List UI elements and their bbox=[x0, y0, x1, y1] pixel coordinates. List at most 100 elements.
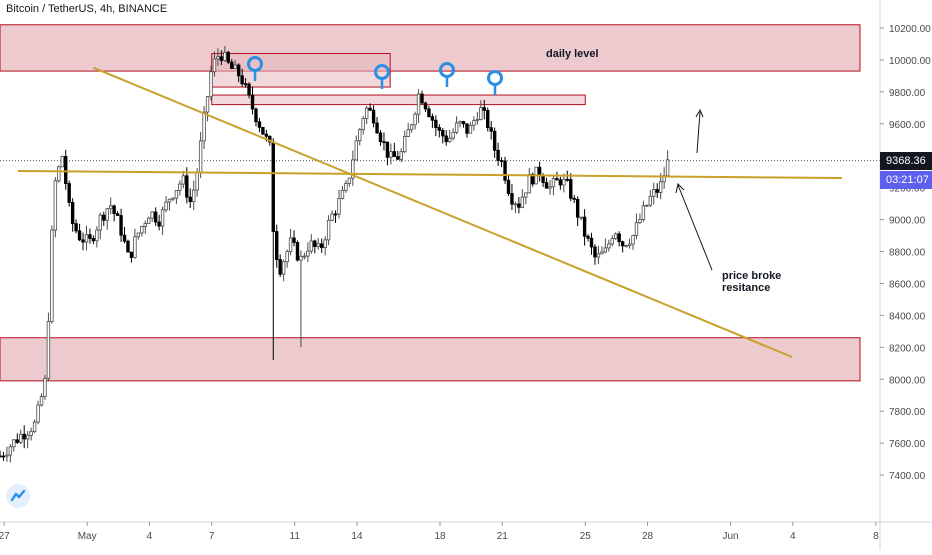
trendlines-layer bbox=[17, 66, 843, 358]
candle-body bbox=[610, 238, 614, 245]
candle-body bbox=[531, 173, 535, 185]
candle-body bbox=[299, 255, 303, 261]
candle-body bbox=[492, 130, 497, 151]
candle-body bbox=[413, 113, 417, 126]
x-tick-label: 21 bbox=[497, 531, 509, 542]
candle-body bbox=[520, 196, 525, 208]
candle-body bbox=[524, 192, 528, 198]
y-tick-label: 9600.00 bbox=[889, 120, 926, 131]
candle-body bbox=[364, 107, 369, 119]
candle-body bbox=[548, 186, 552, 189]
candle-body bbox=[389, 151, 393, 158]
candle-body bbox=[112, 205, 116, 215]
candle-body bbox=[202, 111, 206, 142]
annotation-resistance: resitance bbox=[722, 282, 770, 294]
candle-body bbox=[57, 166, 61, 182]
candle-body bbox=[337, 198, 341, 215]
candle-body bbox=[344, 182, 348, 191]
candle-body bbox=[46, 321, 51, 379]
candle-body bbox=[188, 196, 192, 203]
candle-body bbox=[396, 156, 400, 160]
candle-body bbox=[174, 190, 179, 199]
candle-body bbox=[596, 253, 601, 258]
candle-body bbox=[192, 189, 196, 203]
candle-body bbox=[91, 237, 96, 242]
y-tick-label: 10200.00 bbox=[889, 24, 931, 35]
tradingview-logo-icon[interactable] bbox=[6, 484, 30, 508]
zones-layer bbox=[0, 24, 861, 382]
candle-body bbox=[119, 215, 123, 236]
candle-body bbox=[316, 243, 320, 247]
candle-body bbox=[167, 198, 172, 203]
candle-body bbox=[25, 434, 30, 440]
candle-body bbox=[517, 203, 521, 208]
candle-body bbox=[579, 216, 583, 219]
candle-body bbox=[513, 203, 518, 206]
candle-body bbox=[115, 213, 120, 216]
candle-body bbox=[240, 75, 244, 85]
x-tick-label: 8 bbox=[873, 531, 879, 542]
candle-body bbox=[136, 232, 141, 238]
candle-body bbox=[22, 433, 26, 440]
candle-body bbox=[409, 124, 414, 131]
candle-body bbox=[160, 209, 165, 227]
candle-body bbox=[403, 136, 407, 153]
candle-body bbox=[555, 178, 559, 181]
y-tick-label: 9800.00 bbox=[889, 88, 926, 99]
annotation-price-broke: price broke bbox=[722, 270, 781, 282]
candle-body bbox=[437, 127, 442, 131]
zone-4 bbox=[211, 94, 586, 106]
candle-body bbox=[510, 193, 514, 205]
candle-body bbox=[29, 431, 33, 436]
candle-body bbox=[157, 221, 161, 227]
candle-body bbox=[8, 446, 13, 456]
candles-layer bbox=[0, 46, 670, 463]
candle-body bbox=[427, 108, 431, 117]
x-tick-label: 28 bbox=[642, 531, 654, 542]
candle-body bbox=[638, 219, 642, 224]
x-tick-label: May bbox=[78, 531, 97, 542]
candle-body bbox=[223, 51, 227, 61]
candle-body bbox=[586, 235, 590, 239]
candle-body bbox=[600, 251, 604, 255]
annotation-daily-level: daily level bbox=[546, 48, 599, 60]
candle-body bbox=[50, 229, 54, 322]
candle-body bbox=[634, 222, 639, 236]
candle-body bbox=[84, 234, 89, 243]
candle-body bbox=[212, 58, 217, 73]
candle-body bbox=[0, 455, 2, 458]
candle-body bbox=[264, 133, 269, 137]
candle-body bbox=[351, 159, 355, 179]
chart-title: Bitcoin / TetherUS, 4h, BINANCE bbox=[6, 3, 168, 15]
candle-body bbox=[108, 205, 113, 210]
candle-body bbox=[416, 93, 421, 115]
resistance-arrow bbox=[675, 183, 713, 271]
candle-body bbox=[392, 151, 397, 158]
zone-2 bbox=[0, 337, 861, 382]
trendline-descending bbox=[93, 66, 793, 358]
candle-body bbox=[562, 178, 566, 186]
candle-body bbox=[454, 122, 459, 133]
candle-body bbox=[133, 236, 137, 258]
candle-body bbox=[278, 259, 282, 275]
candle-body bbox=[323, 239, 327, 248]
candle-body bbox=[140, 226, 144, 234]
x-tick-label: 4 bbox=[147, 531, 153, 542]
candle-body bbox=[205, 96, 210, 113]
candle-body bbox=[129, 251, 134, 258]
candle-body bbox=[624, 245, 628, 247]
candle-body bbox=[641, 205, 646, 220]
candle-body bbox=[441, 129, 445, 137]
candle-body bbox=[368, 107, 372, 111]
candle-body bbox=[544, 182, 549, 189]
candle-body bbox=[347, 177, 352, 184]
candle-body bbox=[503, 160, 507, 181]
candle-body bbox=[461, 121, 466, 125]
y-tick-label: 8400.00 bbox=[889, 311, 926, 322]
y-tick-label: 7600.00 bbox=[889, 439, 926, 450]
candle-body bbox=[12, 439, 16, 448]
candle-body bbox=[243, 83, 248, 86]
